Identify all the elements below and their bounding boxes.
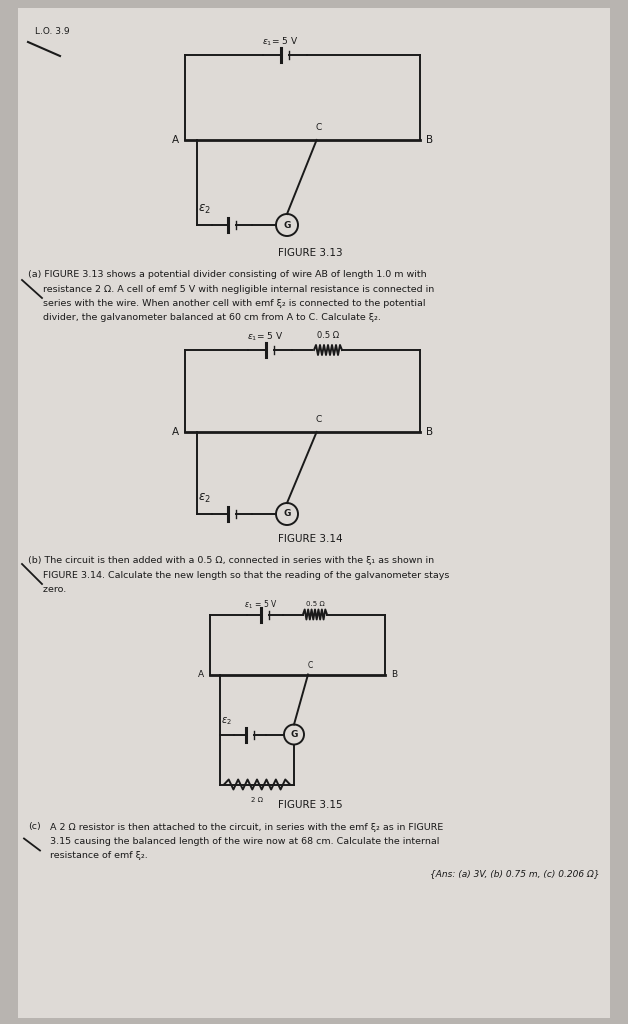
Text: $\varepsilon_1$ = 5 V: $\varepsilon_1$ = 5 V <box>244 598 278 610</box>
Text: G: G <box>283 510 291 518</box>
Text: zero.: zero. <box>28 585 66 594</box>
Text: C: C <box>307 662 313 670</box>
Text: $\varepsilon_2$: $\varepsilon_2$ <box>198 203 210 215</box>
Text: C: C <box>315 124 322 132</box>
Text: divider, the galvanometer balanced at 60 cm from A to C. Calculate ξ₂.: divider, the galvanometer balanced at 60… <box>28 313 381 323</box>
Text: 0.5 Ω: 0.5 Ω <box>317 332 339 341</box>
Text: B: B <box>426 135 433 145</box>
Text: $\varepsilon_1$= 5 V: $\varepsilon_1$= 5 V <box>262 36 298 48</box>
Text: series with the wire. When another cell with emf ξ₂ is connected to the potentia: series with the wire. When another cell … <box>28 299 426 308</box>
Text: B: B <box>391 670 397 679</box>
Text: G: G <box>290 730 298 739</box>
Text: G: G <box>283 220 291 229</box>
Text: (b) The circuit is then added with a 0.5 Ω, connected in series with the ξ₁ as s: (b) The circuit is then added with a 0.5… <box>28 556 434 565</box>
Text: C: C <box>315 416 322 425</box>
Text: A: A <box>171 427 178 437</box>
Text: FIGURE 3.14. Calculate the new length so that the reading of the galvanometer st: FIGURE 3.14. Calculate the new length so… <box>28 570 450 580</box>
Text: A: A <box>198 670 204 679</box>
Text: A 2 Ω resistor is then attached to the circuit, in series with the emf ξ₂ as in : A 2 Ω resistor is then attached to the c… <box>50 822 443 831</box>
Text: B: B <box>426 427 433 437</box>
Text: $\varepsilon_2$: $\varepsilon_2$ <box>198 492 210 505</box>
Text: $\varepsilon_1$= 5 V: $\varepsilon_1$= 5 V <box>247 331 283 343</box>
Text: (c): (c) <box>28 822 41 831</box>
FancyBboxPatch shape <box>18 8 610 1018</box>
Text: 0.5 Ω: 0.5 Ω <box>306 600 325 606</box>
Text: (a) FIGURE 3.13 shows a potential divider consisting of wire AB of length 1.0 m : (a) FIGURE 3.13 shows a potential divide… <box>28 270 426 279</box>
Text: FIGURE 3.14: FIGURE 3.14 <box>278 534 342 544</box>
Text: {Ans: (a) 3V, (b) 0.75 m, (c) 0.206 Ω}: {Ans: (a) 3V, (b) 0.75 m, (c) 0.206 Ω} <box>430 869 600 878</box>
Text: L.O. 3.9: L.O. 3.9 <box>35 28 70 37</box>
Text: resistance of emf ξ₂.: resistance of emf ξ₂. <box>50 852 148 860</box>
Text: 2 Ω: 2 Ω <box>251 797 263 803</box>
Text: resistance 2 Ω. A cell of emf 5 V with negligible internal resistance is connect: resistance 2 Ω. A cell of emf 5 V with n… <box>28 285 434 294</box>
Text: A: A <box>171 135 178 145</box>
Text: FIGURE 3.15: FIGURE 3.15 <box>278 800 342 810</box>
Text: FIGURE 3.13: FIGURE 3.13 <box>278 248 342 258</box>
Text: 3.15 causing the balanced length of the wire now at 68 cm. Calculate the interna: 3.15 causing the balanced length of the … <box>50 837 440 846</box>
Text: $\varepsilon_2$: $\varepsilon_2$ <box>220 716 231 727</box>
